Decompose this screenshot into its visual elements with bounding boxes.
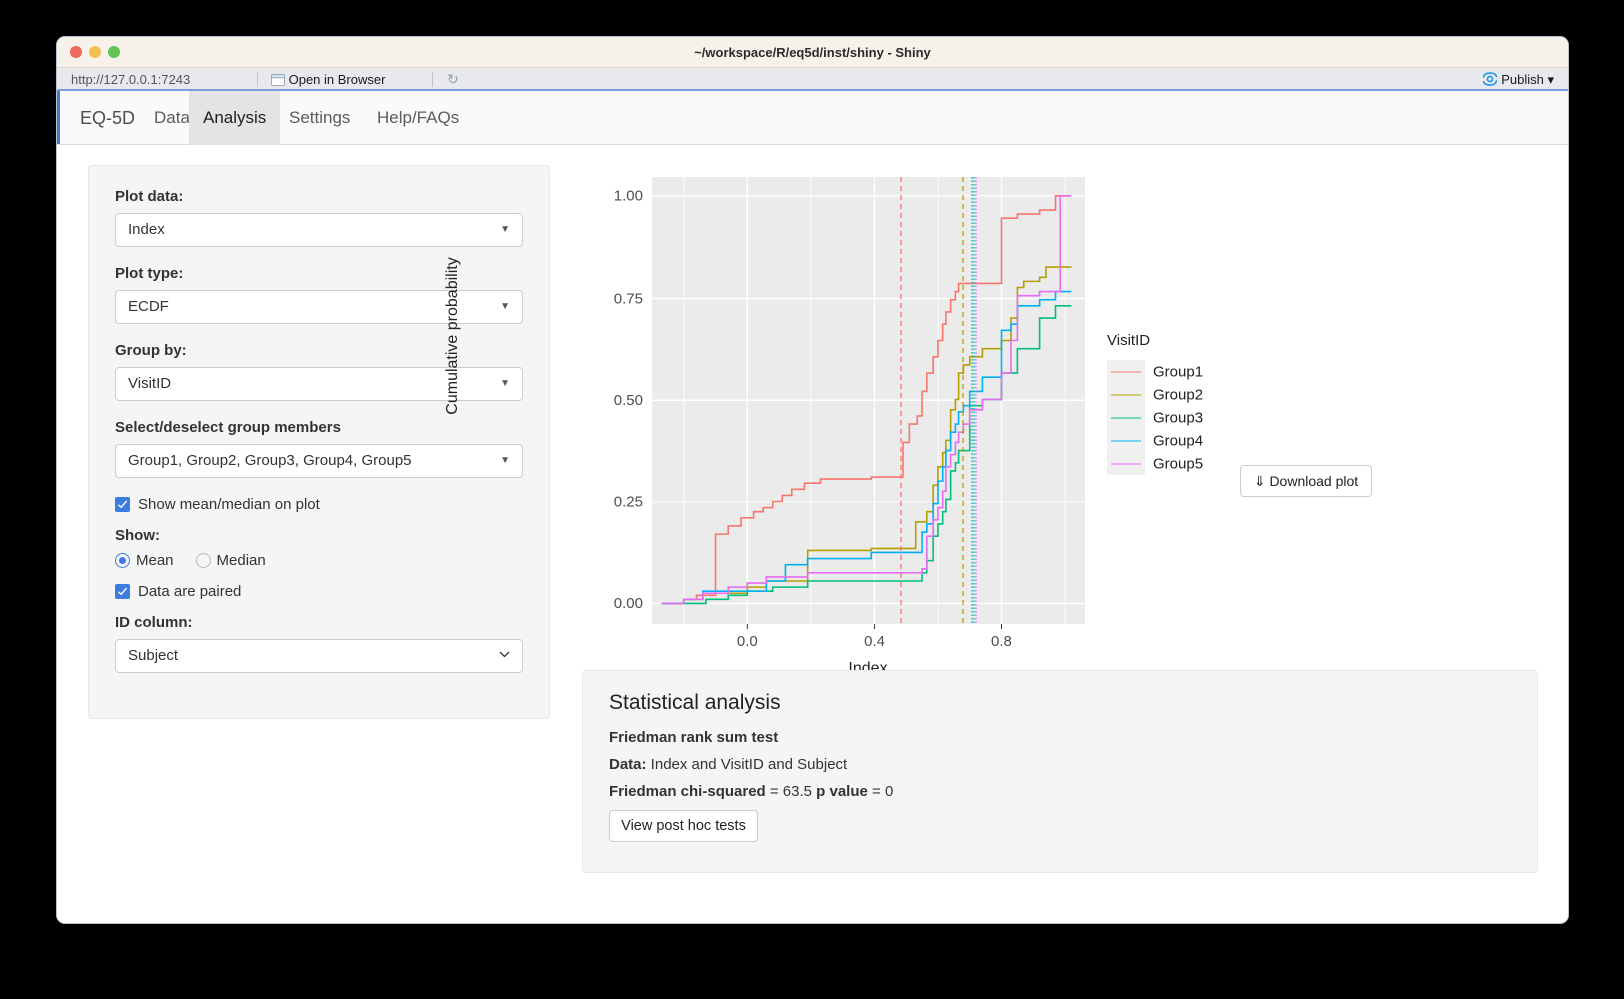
svg-text:0.75: 0.75 [614,290,643,307]
svg-text:0.00: 0.00 [614,595,643,612]
svg-text:0.4: 0.4 [864,633,885,650]
svg-text:0.8: 0.8 [991,633,1012,650]
svg-text:0.25: 0.25 [614,494,643,511]
svg-text:1.00: 1.00 [614,188,643,205]
svg-text:0.50: 0.50 [614,392,643,409]
svg-text:0.0: 0.0 [737,633,758,650]
svg-text:Cumulative probability: Cumulative probability [444,257,461,414]
